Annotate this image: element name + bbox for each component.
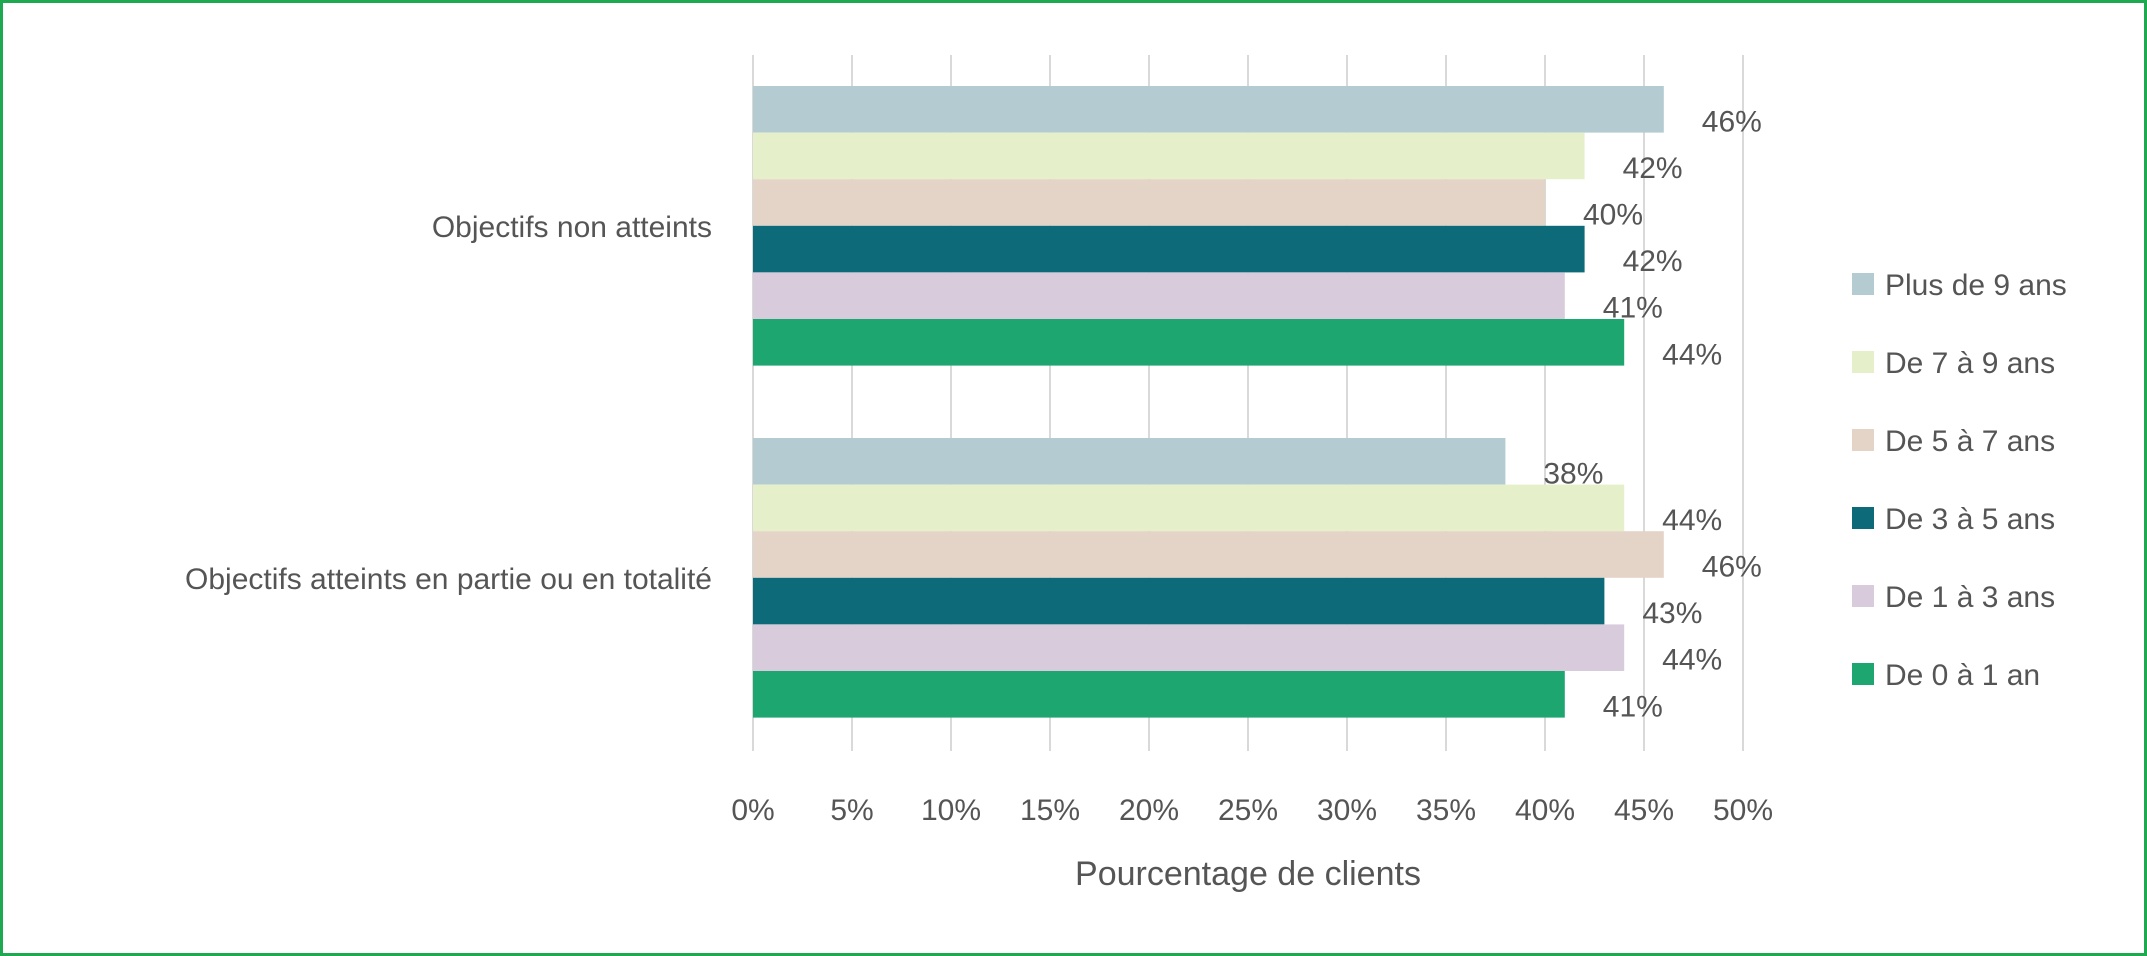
legend-label: De 5 à 7 ans <box>1885 425 2055 458</box>
data-label: 46% <box>1702 105 1762 138</box>
bar <box>753 577 1605 625</box>
data-label: 42% <box>1623 245 1683 278</box>
data-label: 40% <box>1583 199 1643 232</box>
legend-swatch <box>1852 507 1874 529</box>
bar <box>753 671 1565 718</box>
data-label: 41% <box>1603 690 1663 723</box>
category-label: Objectifs non atteints <box>432 211 712 244</box>
legend-swatch <box>1852 663 1874 685</box>
x-tick-label: 15% <box>1020 794 1080 827</box>
legend-label: De 0 à 1 an <box>1885 659 2040 692</box>
data-label: 44% <box>1662 338 1722 371</box>
x-tick-label: 40% <box>1515 794 1575 827</box>
bar <box>753 272 1565 319</box>
legend-label: De 1 à 3 ans <box>1885 581 2055 614</box>
bar <box>753 179 1545 226</box>
data-label: 44% <box>1662 644 1722 677</box>
x-tick-label: 35% <box>1416 794 1476 827</box>
bar <box>753 86 1664 133</box>
category-label: Objectifs atteints en partie ou en total… <box>185 563 712 596</box>
legend-swatch <box>1852 429 1874 451</box>
legend-label: De 3 à 5 ans <box>1885 503 2055 536</box>
x-tick-label: 25% <box>1218 794 1278 827</box>
bar <box>753 225 1585 273</box>
x-tick-label: 30% <box>1317 794 1377 827</box>
x-axis-title: Pourcentage de clients <box>1075 855 1421 893</box>
bar <box>753 132 1585 180</box>
legend-swatch <box>1852 273 1874 295</box>
data-label: 46% <box>1702 551 1762 584</box>
x-tick-label: 0% <box>731 794 774 827</box>
legend-label: De 7 à 9 ans <box>1885 347 2055 380</box>
bar <box>753 319 1625 366</box>
bar <box>753 484 1625 532</box>
data-label: 42% <box>1623 152 1683 185</box>
legend-swatch <box>1852 585 1874 607</box>
legend-swatch <box>1852 351 1874 373</box>
data-label: 44% <box>1662 504 1722 537</box>
x-tick-label: 50% <box>1713 794 1773 827</box>
x-tick-label: 10% <box>921 794 981 827</box>
data-label: 43% <box>1642 597 1702 630</box>
x-tick-label: 5% <box>830 794 873 827</box>
legend-label: Plus de 9 ans <box>1885 269 2067 302</box>
bar <box>753 438 1506 485</box>
x-tick-label: 20% <box>1119 794 1179 827</box>
bar <box>753 531 1664 578</box>
x-tick-label: 45% <box>1614 794 1674 827</box>
bar <box>753 624 1625 671</box>
